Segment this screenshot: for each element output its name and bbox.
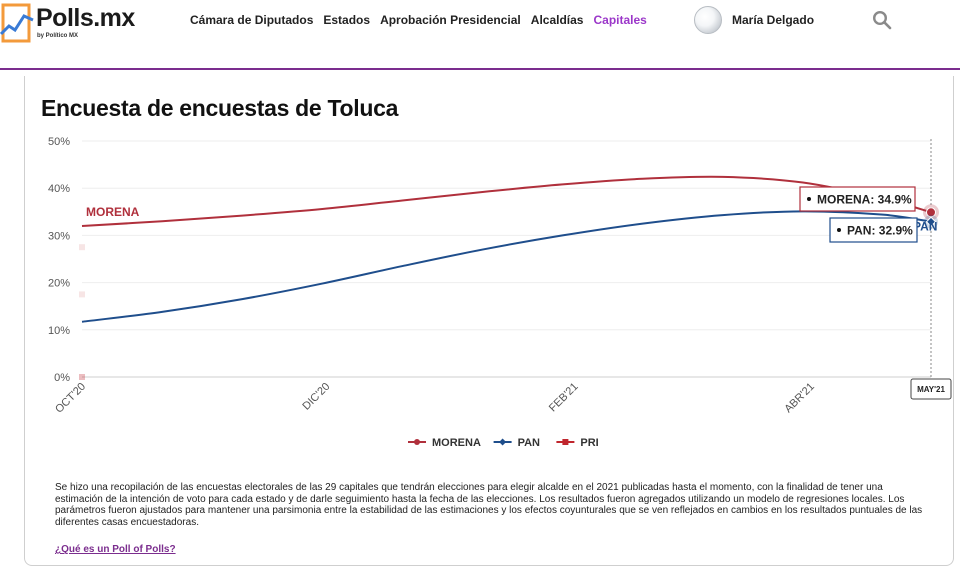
page-title: Encuesta de encuestas de Toluca xyxy=(41,95,399,121)
pan-line xyxy=(81,210,932,323)
poll-of-polls-link[interactable]: ¿Qué es un Poll of Polls? xyxy=(55,544,176,555)
morena-tooltip-bullet xyxy=(807,197,811,201)
pan-inline-label: PAN xyxy=(913,220,937,234)
chart-card xyxy=(24,76,954,566)
nav-item-aprobacion[interactable]: Aprobación Presidencial xyxy=(380,13,521,27)
site-header: Polls.mx by Político MX Cámara de Diputa… xyxy=(0,0,960,70)
morena-line xyxy=(81,175,932,227)
poll-chart: 0% 10% 20% 30% 40% 50% OCT'20 DIC'20 FEB'21 ABR'2… xyxy=(48,136,952,449)
user-name[interactable]: María Delgado xyxy=(732,13,815,27)
nav-item-alcaldias[interactable]: Alcaldías xyxy=(530,13,584,27)
grid-layer xyxy=(82,139,932,379)
nav-item-capitales[interactable]: Capitales xyxy=(593,13,647,27)
legend-pri-marker xyxy=(562,439,569,445)
legend-pri-label[interactable]: PRI xyxy=(580,437,598,449)
pan-end-point xyxy=(925,216,937,227)
morena-tooltip-text: MORENA: 34.9% xyxy=(817,193,912,207)
logo[interactable]: Polls.mx by Político MX xyxy=(0,0,150,46)
x-tick-label: ABR'21 xyxy=(782,381,817,416)
nav-item-camara[interactable]: Cámara de Diputados xyxy=(190,13,314,27)
main-nav: Cámara de Diputados Estados Aprobación P… xyxy=(190,13,647,27)
morena-tooltip-box xyxy=(799,186,916,212)
pri-point xyxy=(79,374,85,380)
search-icon[interactable] xyxy=(872,10,892,30)
logo-chart-icon xyxy=(0,3,34,43)
axis-layer: 0% 10% 20% 30% 40% 50% OCT'20 DIC'20 FEB'21 ABR'2… xyxy=(48,136,952,416)
legend-pan-marker xyxy=(499,438,507,446)
chart-description: Se hizo una recopilación de las encuesta… xyxy=(55,482,923,528)
pan-tooltip-bullet xyxy=(837,228,841,232)
legend-morena-label[interactable]: MORENA xyxy=(432,437,481,449)
y-tick-label: 0% xyxy=(54,372,70,384)
pan-tooltip-box xyxy=(829,217,918,243)
y-tick-label: 30% xyxy=(48,230,70,242)
logo-subtitle: by Político MX xyxy=(37,33,79,39)
user-avatar-icon[interactable] xyxy=(694,6,722,34)
logo-text: Polls.mx xyxy=(36,4,135,32)
legend-pan-label[interactable]: PAN xyxy=(518,437,540,449)
legend-layer: MORENA PAN PRI xyxy=(408,437,599,449)
x-tick-label: FEB'21 xyxy=(547,381,581,415)
legend-morena-marker xyxy=(414,439,420,445)
y-tick-label: 40% xyxy=(48,183,70,195)
pri-point xyxy=(79,244,85,251)
y-tick-label: 50% xyxy=(48,136,70,148)
user-menu[interactable]: María Delgado xyxy=(694,4,814,36)
y-tick-label: 20% xyxy=(48,278,70,290)
nav-item-estados[interactable]: Estados xyxy=(323,13,371,27)
y-tick-label: 10% xyxy=(48,325,70,337)
x-tick-label: DIC'20 xyxy=(300,381,332,413)
pan-tooltip-text: PAN: 32.9% xyxy=(847,224,913,238)
hover-date-box xyxy=(910,378,952,400)
x-tick-label: OCT'20 xyxy=(53,381,88,416)
pri-point xyxy=(79,291,85,298)
x-tick-label: MAY'21 xyxy=(917,385,945,394)
morena-inline-label: MORENA xyxy=(86,205,140,219)
